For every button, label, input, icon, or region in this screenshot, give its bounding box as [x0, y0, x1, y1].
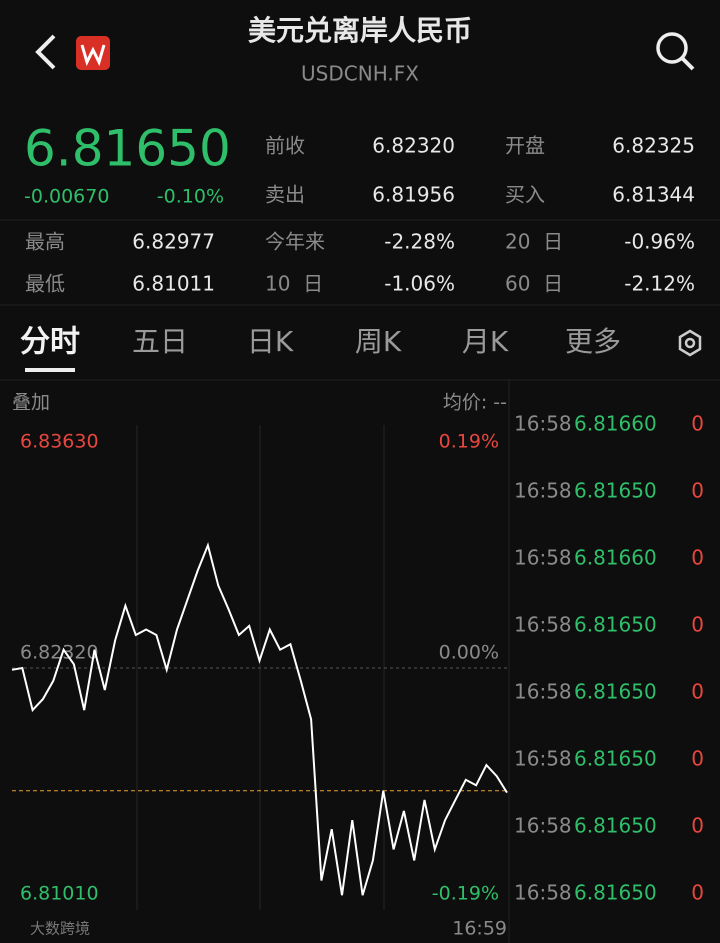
trade-volume: 0 [691, 546, 704, 570]
tab[interactable]: 更多 [565, 325, 621, 358]
watermark: 大数跨境 [30, 920, 90, 938]
trade-price: 6.81650 [574, 613, 657, 637]
trade-volume: 0 [691, 747, 704, 771]
trade-time: 16:58 [514, 747, 572, 771]
trade-volume: 0 [691, 881, 704, 905]
trade-time: 16:58 [514, 479, 572, 503]
tab[interactable]: 五日 [132, 325, 188, 358]
stat-label: 最低 [25, 272, 65, 296]
y-tick-label: 6.81010 [20, 883, 99, 905]
trade-volume: 0 [691, 613, 704, 637]
change: -0.00670 [24, 186, 109, 208]
trade-time: 16:58 [514, 546, 572, 570]
stats: 前收 6.82320 开盘 6.82325 卖出 6.81956 买入 6.81344 最高 6.… [25, 134, 695, 296]
tab[interactable]: 月K [462, 325, 509, 358]
settings-button[interactable] [678, 329, 702, 357]
trade-time: 16:58 [514, 814, 572, 838]
stat-label: 10 日 [265, 272, 323, 296]
stat-label: 买入 [505, 183, 545, 207]
stat-value: 6.81344 [612, 183, 695, 207]
average-price: 均价: -- [443, 392, 507, 414]
stat-label: 开盘 [505, 134, 545, 158]
intraday-chart: 6.83630 6.82320 6.81010 0.19% 0.00% -0.19% [11, 380, 510, 943]
stat-label: 今年来 [265, 230, 325, 254]
trade-price: 6.81660 [574, 412, 657, 436]
y-tick-label: 6.82320 [20, 642, 99, 664]
trade-price: 6.81650 [574, 747, 657, 771]
trade-volume: 0 [691, 680, 704, 704]
stat-label: 最高 [25, 230, 65, 254]
trade-price: 6.81650 [574, 680, 657, 704]
trades-list: 16:58 6.81660 016:58 6.81650 016:58 6.81660 01… [514, 412, 704, 905]
stat-value: -2.28% [384, 230, 455, 254]
tab-indicator [25, 368, 75, 372]
stat-value: 6.82325 [612, 134, 695, 158]
trade-price: 6.81650 [574, 814, 657, 838]
price-line [11, 542, 508, 896]
subtitle: USDCNH.FX [301, 62, 419, 86]
tab[interactable]: 周K [355, 325, 402, 358]
stat-label: 前收 [265, 134, 305, 158]
y2-tick-label: 0.19% [439, 431, 499, 453]
search-button[interactable] [656, 32, 695, 71]
stat-label: 卖出 [265, 183, 305, 207]
end-time: 16:59 [452, 918, 507, 940]
back-button[interactable] [35, 34, 56, 70]
y2-tick-label: 0.00% [439, 642, 499, 664]
trade-time: 16:58 [514, 680, 572, 704]
y2-tick-label: -0.19% [432, 883, 499, 905]
trade-price: 6.81650 [574, 881, 657, 905]
stat-value: -0.96% [624, 230, 695, 254]
stat-value: 6.81011 [132, 272, 215, 296]
trade-volume: 0 [691, 412, 704, 436]
trade-time: 16:58 [514, 412, 572, 436]
stat-label: 20 日 [505, 230, 563, 254]
overlay-button[interactable]: 叠加 [12, 392, 50, 414]
trade-price: 6.81650 [574, 479, 657, 503]
trade-price: 6.81660 [574, 546, 657, 570]
stat-value: -2.12% [624, 272, 695, 296]
y-tick-label: 6.83630 [20, 431, 99, 453]
trade-time: 16:58 [514, 613, 572, 637]
trade-time: 16:58 [514, 881, 572, 905]
trade-volume: 0 [691, 479, 704, 503]
stat-value: 6.82977 [132, 230, 215, 254]
change-pct: -0.10% [157, 186, 224, 208]
stat-value: 6.81956 [372, 183, 455, 207]
tab[interactable]: 日K [247, 325, 294, 358]
tab[interactable]: 分时 [20, 325, 80, 360]
stat-value: 6.82320 [372, 134, 455, 158]
title: 美元兑离岸人民币 [248, 14, 472, 47]
stat-label: 60 日 [505, 272, 563, 296]
price: 6.81650 [24, 120, 231, 178]
tabs: 分时 五日 日K 周K 月K 更多 [20, 325, 621, 360]
app-icon [76, 36, 110, 70]
trade-volume: 0 [691, 814, 704, 838]
stat-value: -1.06% [384, 272, 455, 296]
